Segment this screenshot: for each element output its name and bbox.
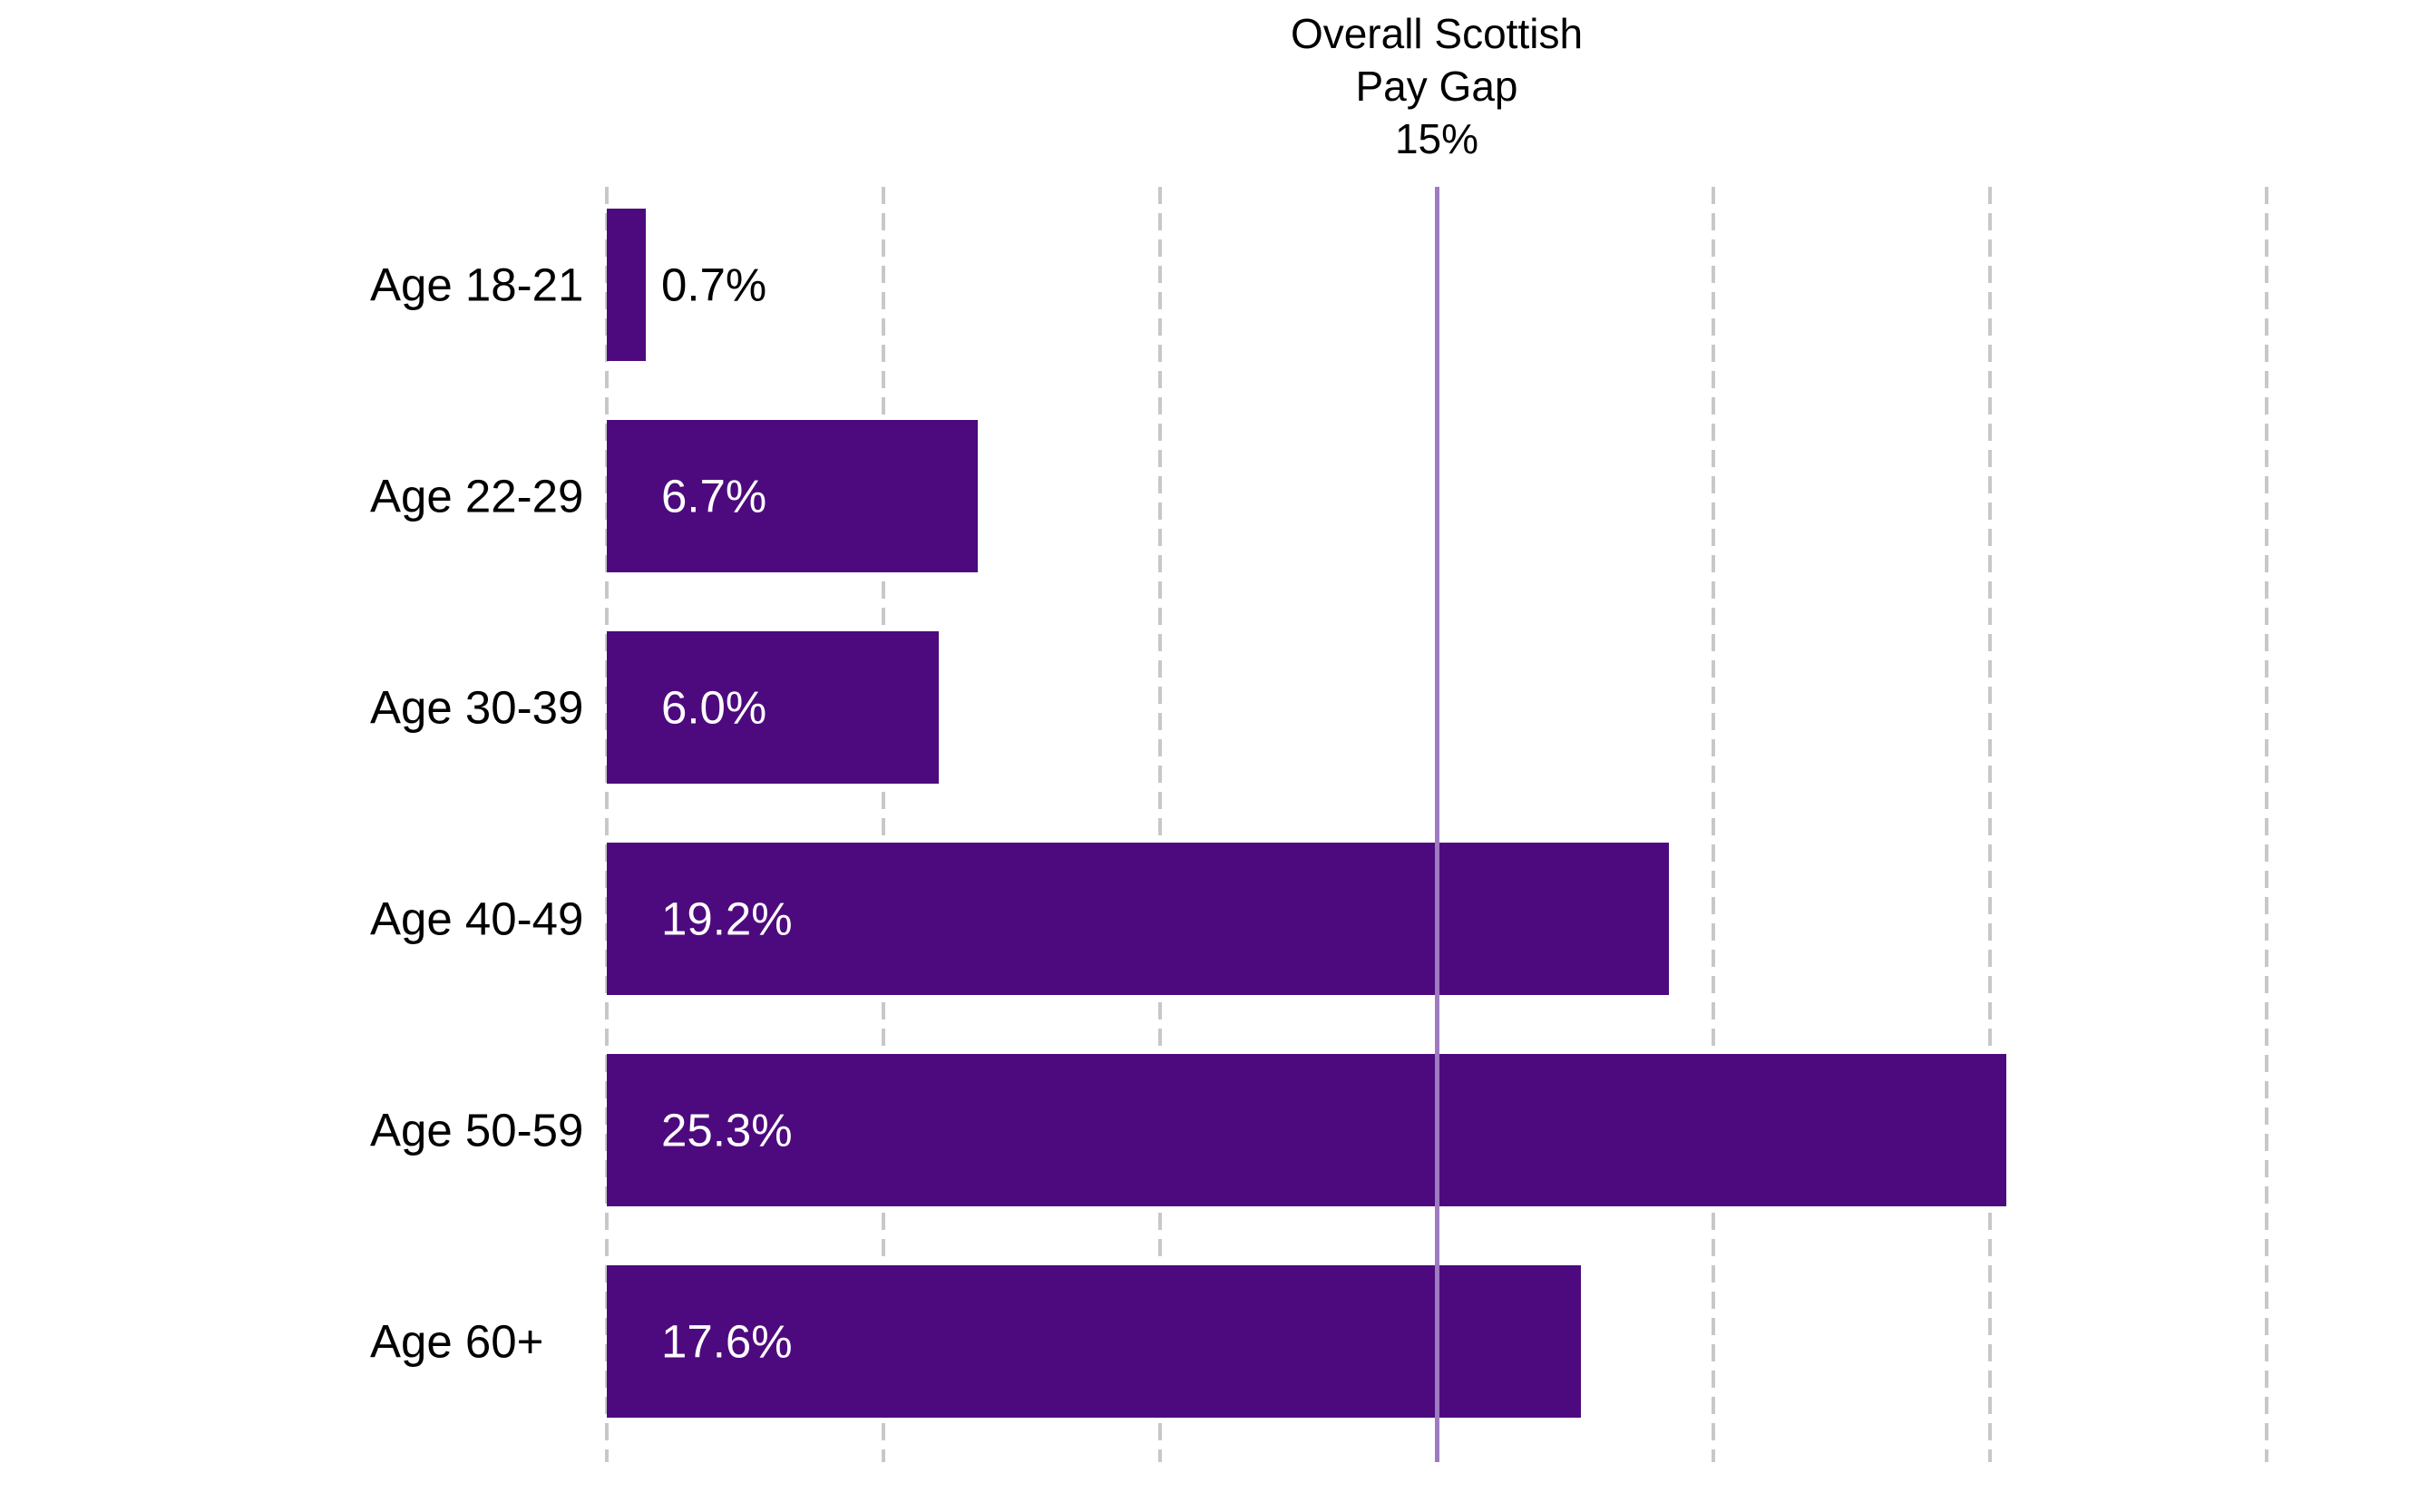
gridline-25pct (1988, 187, 1992, 1462)
annotation-line-3: 15% (1394, 115, 1479, 162)
annotation-line-1: Overall Scottish (1290, 10, 1584, 57)
gridline-20pct (1712, 187, 1715, 1462)
gridline-10pct (1158, 187, 1162, 1462)
value-label: 17.6% (661, 1315, 793, 1368)
reference-line-15pct (1434, 187, 1439, 1462)
category-label: Age 40-49 (370, 893, 584, 945)
bar-age-22-29 (607, 420, 978, 572)
bar-age-40-49 (607, 843, 1670, 995)
gridline-30pct (2265, 187, 2268, 1462)
reference-line-annotation: Overall Scottish Pay Gap 15% (1291, 7, 1583, 165)
gridline-5pct (882, 187, 885, 1462)
bar-age-50-59 (607, 1054, 2007, 1206)
annotation-line-2: Pay Gap (1355, 63, 1518, 110)
value-label: 6.0% (661, 681, 767, 734)
bar-age-30-39 (607, 631, 939, 784)
value-label: 0.7% (661, 259, 767, 311)
gridline-0pct (605, 187, 609, 1462)
value-label: 6.7% (661, 470, 767, 522)
category-label: Age 60+ (370, 1315, 544, 1368)
category-label: Age 22-29 (370, 470, 584, 522)
bar-age-18-21 (607, 209, 646, 361)
bar-age-60- (607, 1265, 1581, 1418)
value-label: 19.2% (661, 893, 793, 945)
category-label: Age 50-59 (370, 1104, 584, 1156)
category-label: Age 30-39 (370, 681, 584, 734)
value-label: 25.3% (661, 1104, 793, 1156)
category-label: Age 18-21 (370, 259, 584, 311)
